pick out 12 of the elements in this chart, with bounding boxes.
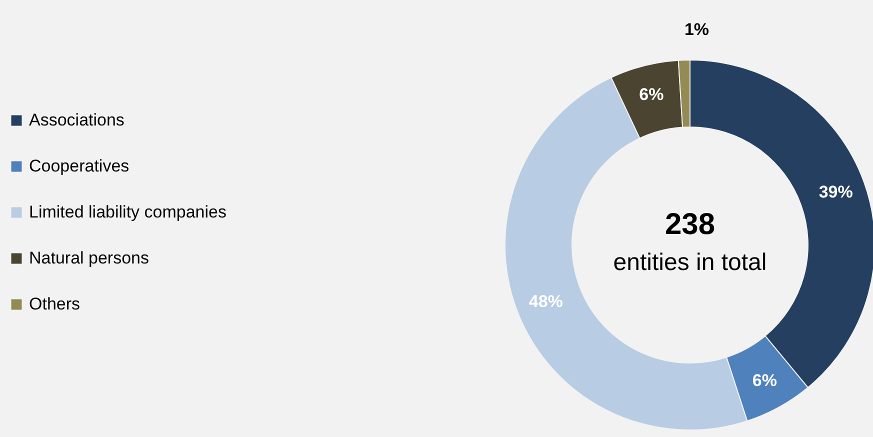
legend-label: Others — [29, 294, 80, 314]
legend-label: Cooperatives — [29, 156, 130, 176]
legend-label: Natural persons — [29, 248, 150, 268]
text: entities in total — [613, 249, 767, 276]
legend-label: Associations — [29, 110, 124, 130]
data-label: 6% — [752, 370, 777, 390]
data-label: 48% — [528, 292, 563, 312]
data-label: 6% — [639, 84, 664, 104]
data-label: 39% — [818, 182, 853, 202]
text: 238 — [664, 208, 716, 241]
legend-label: Limited liability companies — [29, 202, 226, 222]
data-label: 1% — [684, 20, 710, 40]
